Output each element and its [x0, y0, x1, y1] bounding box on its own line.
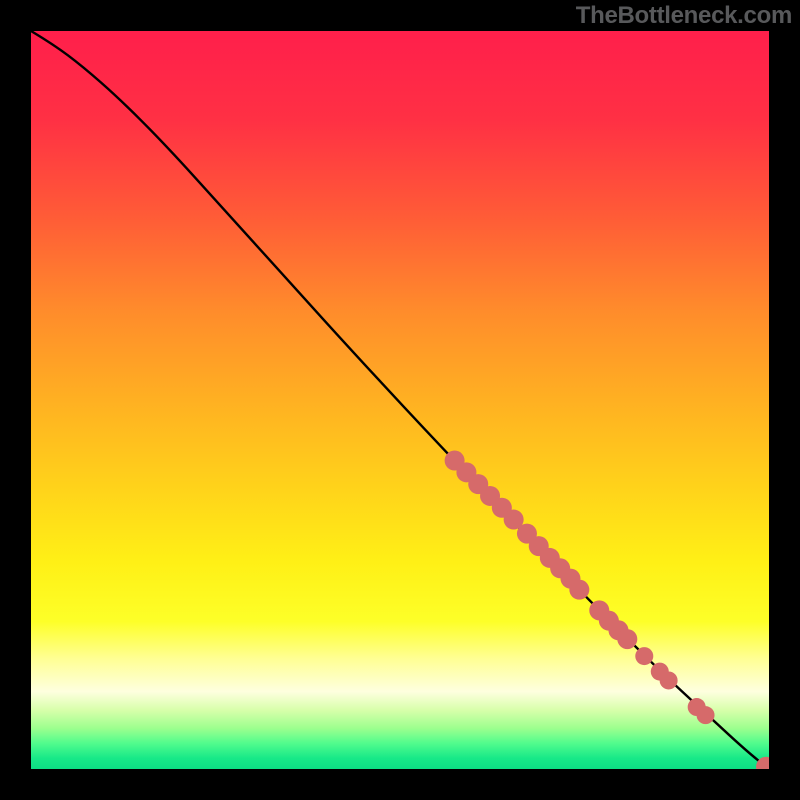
chart-frame: TheBottleneck.com: [0, 0, 800, 800]
data-point: [540, 548, 560, 568]
data-point: [529, 536, 549, 556]
data-point: [766, 761, 769, 769]
data-point: [617, 629, 637, 649]
chart-curve: [31, 31, 769, 769]
data-point: [688, 698, 706, 716]
data-point: [589, 600, 609, 620]
data-point: [608, 620, 628, 640]
data-point: [756, 757, 769, 769]
data-point: [651, 663, 669, 681]
chart-svg: [31, 31, 769, 769]
data-point: [517, 524, 537, 544]
data-point: [635, 647, 653, 665]
data-point: [697, 706, 715, 724]
data-point: [560, 569, 580, 589]
chart-markers: [445, 451, 769, 769]
data-point: [445, 451, 465, 471]
data-point: [550, 558, 570, 578]
watermark-text: TheBottleneck.com: [576, 2, 792, 30]
plot-area: [31, 31, 769, 769]
data-point: [660, 671, 678, 689]
data-point: [456, 462, 476, 482]
chart-background: [31, 31, 769, 769]
data-point: [468, 474, 488, 494]
data-point: [504, 510, 524, 530]
data-point: [569, 580, 589, 600]
data-point: [480, 486, 500, 506]
data-point: [599, 611, 619, 631]
data-point: [492, 498, 512, 518]
